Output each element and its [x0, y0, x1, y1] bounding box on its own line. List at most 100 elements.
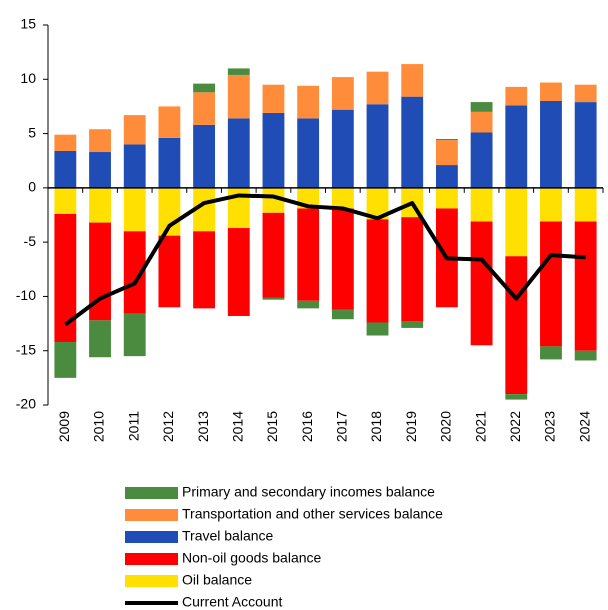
bar-segment	[193, 187, 216, 232]
bar-segment	[89, 320, 111, 358]
bar-segment	[227, 68, 250, 75]
bar-segment	[366, 219, 389, 323]
bar-segment	[331, 208, 354, 310]
bar-segment	[297, 85, 320, 119]
bar-segment	[540, 187, 562, 222]
bar-segment	[54, 150, 77, 188]
y-tick-label: 5	[28, 124, 36, 140]
bar-segment	[158, 106, 181, 138]
legend-swatch	[125, 487, 178, 499]
bar-segment	[470, 102, 493, 112]
bar-segment	[227, 118, 250, 188]
bar-segment	[123, 313, 146, 357]
x-tick-label: 2018	[368, 411, 384, 442]
y-tick-label: 15	[20, 16, 36, 32]
line-series	[64, 193, 586, 327]
bar-segment	[435, 187, 458, 209]
y-tick-label: -5	[24, 233, 37, 249]
bar-segment	[540, 221, 562, 347]
bar-segment	[331, 309, 354, 320]
bar-segment	[505, 105, 528, 188]
bar-segment	[401, 321, 424, 328]
bar-segment	[54, 187, 77, 214]
x-tick-label: 2022	[507, 411, 523, 442]
bar-segment	[366, 187, 389, 220]
bar-segment	[123, 144, 146, 188]
legend-swatch	[125, 531, 178, 543]
x-tick-label: 2020	[438, 411, 454, 442]
bar-segment	[262, 212, 285, 298]
x-tick-label: 2013	[195, 411, 211, 442]
bar-segment	[193, 92, 216, 125]
x-tick-label: 2019	[403, 411, 419, 442]
x-tick-label: 2021	[472, 411, 488, 442]
bar-segment	[89, 129, 111, 153]
x-tick-label: 2016	[299, 411, 315, 442]
x-tick-label: 2017	[334, 411, 350, 442]
bar-segment	[470, 132, 493, 188]
bar-segment	[435, 139, 458, 141]
bar-segment	[366, 322, 389, 336]
bar-segment	[54, 134, 77, 151]
legend-swatch	[125, 575, 178, 587]
x-tick-label: 2012	[160, 411, 176, 442]
bar-segment	[262, 187, 285, 213]
bar-segment	[574, 221, 597, 351]
bar-segment	[262, 84, 285, 113]
legend-swatch	[125, 553, 178, 565]
bar-segment	[158, 235, 181, 308]
bar-segment	[89, 187, 111, 223]
bar-segment	[540, 101, 562, 188]
y-tick-label: -20	[16, 396, 36, 412]
bar-segment	[505, 256, 528, 395]
legend-label: Non-oil goods balance	[182, 550, 322, 566]
bar-segment	[401, 217, 424, 322]
x-tick-label: 2023	[542, 411, 558, 442]
bar-segment	[540, 346, 562, 360]
bar-segment	[297, 300, 320, 309]
x-tick-label: 2014	[229, 411, 245, 442]
bar-segment	[470, 111, 493, 133]
bar-segment	[505, 394, 528, 400]
x-tick-label: 2011	[125, 411, 141, 441]
legend-label: Current Account	[182, 594, 282, 610]
bar-segment	[193, 83, 216, 93]
y-tick-label: 0	[28, 179, 36, 195]
bar-segment	[227, 228, 250, 316]
y-tick-label: -15	[16, 341, 36, 357]
bar-segment	[331, 77, 354, 110]
bar-segment	[297, 208, 320, 301]
bar-segment	[574, 187, 597, 222]
legend-label: Travel balance	[182, 528, 274, 544]
bar-segment	[227, 74, 250, 119]
bar-segment	[574, 102, 597, 188]
bar-segment	[435, 140, 458, 166]
x-tick-label: 2009	[56, 411, 72, 442]
bar-segment	[470, 221, 493, 346]
bar-segment	[366, 71, 389, 105]
bar-segment	[470, 187, 493, 222]
bar-segment	[505, 187, 528, 257]
bar-segment	[54, 213, 77, 343]
bar-segment	[366, 104, 389, 188]
legend-swatch	[125, 509, 178, 521]
bar-segment	[123, 115, 146, 145]
x-tick-label: 2024	[576, 411, 592, 442]
bar-segment	[123, 231, 146, 314]
bar-segment	[331, 187, 354, 209]
bar-segment	[540, 82, 562, 101]
bar-segment	[401, 64, 424, 97]
bar-segment	[331, 109, 354, 188]
legend-label: Primary and secondary incomes balance	[182, 484, 435, 500]
bar-segment	[262, 112, 285, 188]
bar-segment	[505, 86, 528, 106]
x-tick-label: 2015	[264, 411, 280, 442]
bar-segment	[574, 350, 597, 361]
legend-label: Oil balance	[182, 572, 252, 588]
bar-segment	[297, 118, 320, 188]
y-tick-label: 10	[20, 70, 36, 86]
bar-segment	[401, 96, 424, 188]
bar-segment	[89, 152, 111, 188]
y-tick-label: -10	[16, 287, 36, 303]
